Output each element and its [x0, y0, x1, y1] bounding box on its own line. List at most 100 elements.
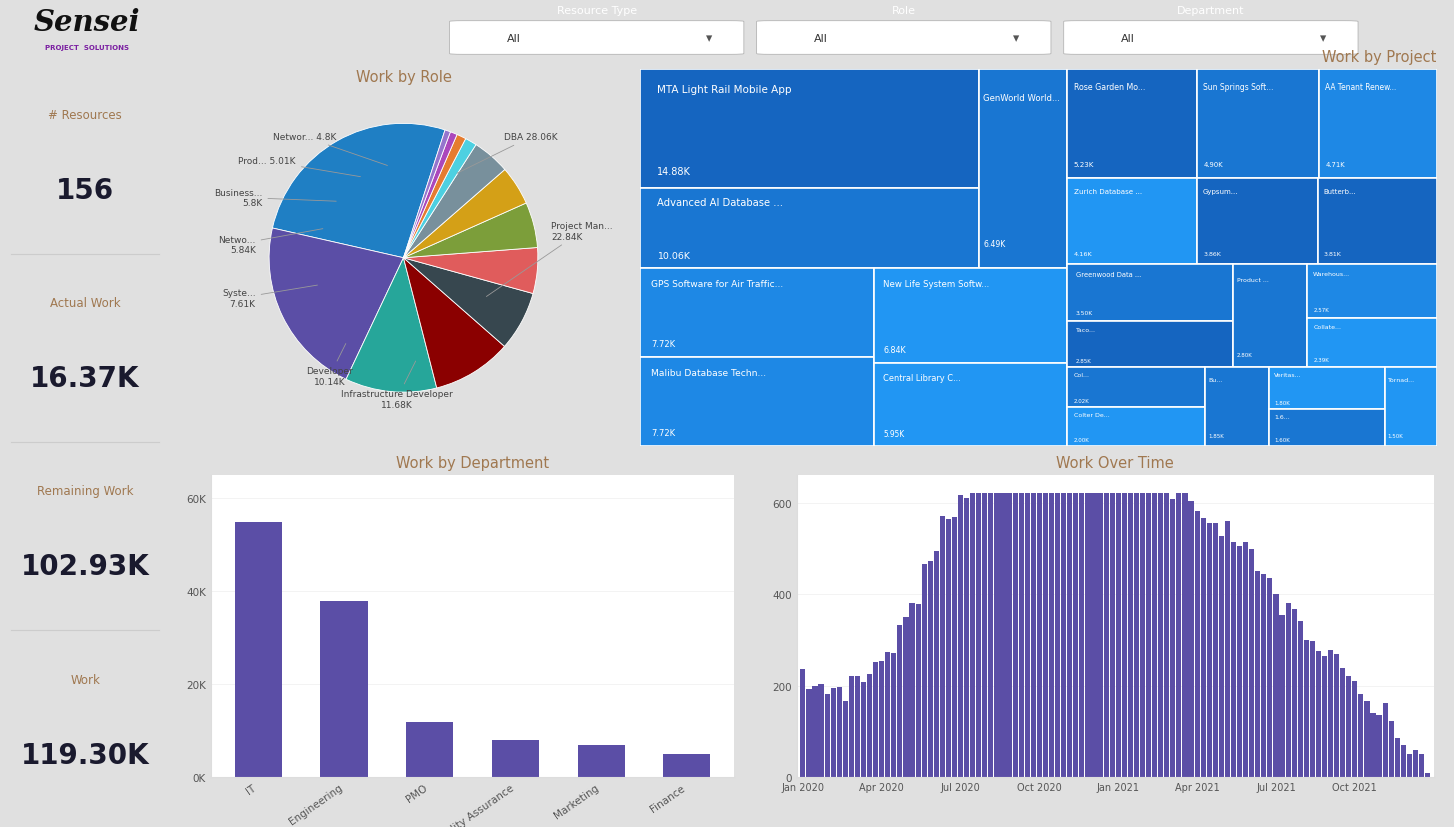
Text: Bu...: Bu...	[1208, 377, 1223, 382]
Bar	[406, 722, 454, 777]
Bar	[1067, 408, 1205, 447]
Bar	[976, 494, 981, 777]
Bar	[1198, 70, 1319, 179]
Text: 1.60K: 1.60K	[1274, 437, 1290, 443]
Text: Work by Project: Work by Project	[1322, 50, 1437, 65]
Bar	[874, 364, 1067, 447]
Bar	[916, 605, 920, 777]
Bar	[1291, 609, 1297, 777]
Text: Col...: Col...	[1075, 373, 1090, 378]
Bar	[1297, 621, 1303, 777]
Bar	[1067, 494, 1072, 777]
Text: New Life System Softw...: New Life System Softw...	[883, 280, 990, 289]
Bar	[1386, 368, 1437, 447]
Bar	[1413, 749, 1418, 777]
Bar	[1322, 656, 1328, 777]
Bar	[1394, 739, 1400, 777]
Text: Collate...: Collate...	[1313, 324, 1341, 329]
Bar	[1098, 494, 1102, 777]
Bar	[824, 695, 830, 777]
Bar	[1280, 615, 1284, 777]
Bar	[1085, 494, 1090, 777]
Bar	[1201, 519, 1205, 777]
Wedge shape	[404, 258, 534, 347]
Bar	[813, 686, 817, 777]
Bar	[1000, 494, 1006, 777]
Bar	[1170, 500, 1175, 777]
Bar	[903, 617, 909, 777]
Wedge shape	[404, 136, 465, 258]
Wedge shape	[404, 146, 505, 258]
Bar	[1310, 641, 1314, 777]
Bar	[1048, 494, 1054, 777]
Bar	[880, 661, 884, 777]
Text: 2.00K: 2.00K	[1075, 437, 1090, 442]
Text: Networ... 4.8K: Networ... 4.8K	[273, 133, 387, 166]
Bar	[891, 653, 897, 777]
Bar	[867, 674, 872, 777]
Bar	[1333, 654, 1339, 777]
Text: Syste...
7.61K: Syste... 7.61K	[222, 286, 317, 308]
FancyBboxPatch shape	[1064, 22, 1358, 55]
Text: Taco...: Taco...	[1076, 327, 1095, 332]
Bar	[1019, 494, 1024, 777]
Text: Greenwood Data ...: Greenwood Data ...	[1076, 272, 1141, 278]
Bar	[663, 754, 711, 777]
Bar	[1425, 773, 1431, 777]
Bar	[1197, 179, 1317, 265]
Bar	[1307, 318, 1437, 368]
Text: MTA Light Rail Mobile App: MTA Light Rail Mobile App	[657, 84, 791, 94]
Text: All: All	[814, 33, 829, 44]
Text: 7.72K: 7.72K	[651, 340, 676, 349]
Bar	[1389, 722, 1394, 777]
Bar	[1224, 521, 1230, 777]
Text: 156: 156	[57, 176, 113, 204]
Text: All: All	[1121, 33, 1136, 44]
Bar	[939, 517, 945, 777]
Bar	[1006, 494, 1012, 777]
Bar	[640, 70, 979, 189]
Bar	[1268, 579, 1272, 777]
Text: Department: Department	[1178, 6, 1245, 17]
Text: 14.88K: 14.88K	[657, 167, 691, 177]
Bar	[234, 522, 282, 777]
Bar	[843, 700, 848, 777]
Text: Advanced AI Database ...: Advanced AI Database ...	[657, 198, 782, 208]
Bar	[640, 189, 979, 269]
Bar	[952, 517, 957, 777]
Text: GenWorld World...: GenWorld World...	[983, 94, 1060, 103]
Text: 2.39K: 2.39K	[1313, 358, 1329, 363]
Bar	[947, 519, 951, 777]
Text: Sun Springs Soft...: Sun Springs Soft...	[1204, 84, 1274, 93]
Text: 1.6...: 1.6...	[1274, 414, 1290, 419]
Bar	[1067, 322, 1233, 368]
Text: 4.71K: 4.71K	[1325, 162, 1345, 168]
Bar	[836, 687, 842, 777]
Bar	[979, 70, 1067, 269]
Bar	[1400, 745, 1406, 777]
Bar	[1121, 494, 1127, 777]
Bar	[855, 676, 859, 777]
Bar	[1377, 715, 1381, 777]
Bar	[1341, 668, 1345, 777]
Bar	[1243, 543, 1248, 777]
Text: Sensei: Sensei	[33, 7, 140, 36]
Bar	[1205, 368, 1268, 447]
Bar	[1146, 494, 1152, 777]
Text: GPS Software for Air Traffic...: GPS Software for Air Traffic...	[651, 280, 784, 288]
Text: 102.93K: 102.93K	[20, 552, 150, 581]
Text: 10.06K: 10.06K	[657, 251, 689, 261]
Text: Project Man...
22.84K: Project Man... 22.84K	[487, 222, 614, 297]
Bar	[1073, 494, 1079, 777]
Title: Work by Role: Work by Role	[356, 70, 451, 85]
Bar	[897, 625, 903, 777]
Bar	[1043, 494, 1048, 777]
Bar	[909, 603, 915, 777]
Bar	[1079, 494, 1085, 777]
Bar	[1176, 494, 1182, 777]
Bar	[807, 689, 811, 777]
Bar	[928, 562, 933, 777]
Bar	[1165, 494, 1169, 777]
Bar	[1134, 494, 1138, 777]
Bar	[1067, 70, 1198, 179]
